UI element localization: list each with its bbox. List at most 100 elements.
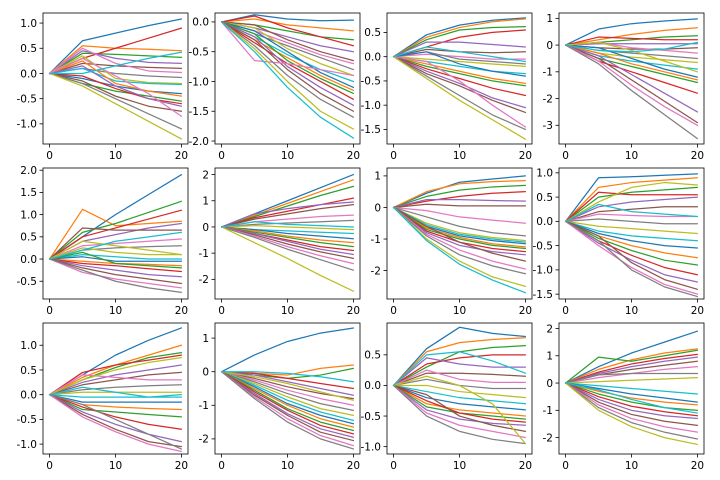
series-line-16 <box>48 258 183 285</box>
y-tick-label: 0.0 <box>364 51 381 63</box>
y-tick-label: 1 <box>374 171 381 183</box>
series-line-8 <box>392 206 527 237</box>
series-line-5 <box>564 196 699 222</box>
subplot-1: 0 10 20 1.0 0.5 0.0 -0.5 -1.0 <box>17 12 189 162</box>
series-line-19 <box>48 72 183 140</box>
x-tick-label: 0 <box>390 305 397 317</box>
series-line-12 <box>220 226 355 244</box>
y-tick-label: 0 <box>546 40 553 52</box>
y-tick-label: -0.5 <box>189 47 210 59</box>
series-line-10 <box>48 394 183 398</box>
series-line-9 <box>564 376 699 384</box>
series-line-16 <box>48 394 183 448</box>
series-line-20 <box>564 382 699 414</box>
series-line-12 <box>392 206 527 248</box>
series-group <box>392 175 527 294</box>
series-line-17 <box>220 371 355 447</box>
series-line-8 <box>564 218 699 225</box>
x-tick-label: 20 <box>175 150 188 162</box>
y-tick-label: 0.5 <box>536 192 553 204</box>
series-line-7 <box>392 369 527 387</box>
series-line-20 <box>392 351 527 387</box>
series-line-1 <box>392 17 527 58</box>
series-line-18 <box>220 371 355 450</box>
series-line-18 <box>392 206 527 275</box>
series-line-11 <box>48 256 183 262</box>
y-tick-label: -1.5 <box>189 106 210 118</box>
series-line-20 <box>564 203 699 222</box>
series-line-6 <box>48 371 183 396</box>
y-tick-label: -1.0 <box>17 119 38 131</box>
series-line-6 <box>48 227 183 260</box>
series-line-13 <box>220 21 355 95</box>
x-tick-label: 20 <box>347 150 360 162</box>
series-line-16 <box>220 371 355 442</box>
series-line-10 <box>48 67 183 86</box>
y-tick-label: -2.0 <box>189 136 210 148</box>
series-line-11 <box>392 51 527 77</box>
series-line-5 <box>220 371 355 396</box>
series-line-14 <box>48 394 183 430</box>
series-line-13 <box>48 251 183 269</box>
series-line-16 <box>48 72 183 112</box>
x-tick-label: 20 <box>347 460 360 472</box>
series-line-3 <box>220 185 355 228</box>
series-line-11 <box>48 394 183 403</box>
series-line-17 <box>48 258 183 289</box>
series-line-4 <box>48 209 183 260</box>
series-line-4 <box>220 197 355 228</box>
series-line-2 <box>564 348 699 384</box>
series-line-14 <box>48 72 183 105</box>
y-tick-label: -0.5 <box>17 93 38 105</box>
series-line-11 <box>564 44 699 78</box>
series-line-15 <box>220 21 355 106</box>
y-tick-label: -1 <box>543 67 553 79</box>
series-line-19 <box>564 181 699 222</box>
series-line-2 <box>220 179 355 228</box>
x-tick-label: 10 <box>109 305 122 317</box>
y-tick-label: -1 <box>543 405 553 417</box>
x-tick-label: 20 <box>519 460 532 472</box>
series-group <box>220 14 355 139</box>
series-line-18 <box>220 226 355 271</box>
series-line-16 <box>392 384 527 432</box>
series-line-13 <box>564 220 699 266</box>
series-line-9 <box>220 21 355 77</box>
y-tick-label: 0.5 <box>20 232 37 244</box>
series-line-15 <box>220 371 355 438</box>
y-tick-label: 2 <box>202 169 209 181</box>
series-line-9 <box>220 225 355 231</box>
subplot-3: 0 10 20 0.5 0.0 -0.5 -1.0 -1.5 <box>361 12 533 162</box>
x-tick-label: 20 <box>691 460 704 472</box>
x-tick-label: 10 <box>281 460 294 472</box>
series-line-14 <box>48 258 183 273</box>
y-tick-label: 1 <box>202 196 209 208</box>
series-line-7 <box>48 374 183 396</box>
series-group <box>564 18 699 140</box>
series-line-9 <box>392 56 527 67</box>
series-line-11 <box>220 21 355 89</box>
series-line-18 <box>220 21 355 118</box>
series-line-1 <box>48 18 183 75</box>
y-tick-label: 0.0 <box>20 389 37 401</box>
y-tick-label: -1.5 <box>533 289 554 301</box>
y-tick-label: 1.0 <box>20 340 37 352</box>
series-line-16 <box>564 382 699 426</box>
subplot-9: 0 10 20 1.0 0.5 0.0 -0.5 -1.0 <box>17 322 189 472</box>
series-line-3 <box>564 186 699 222</box>
series-line-15 <box>392 56 527 109</box>
series-line-20 <box>392 206 527 294</box>
y-tick-label: 0 <box>546 378 553 390</box>
series-line-20 <box>392 46 527 63</box>
series-line-2 <box>392 180 527 209</box>
series-line-19 <box>48 356 183 396</box>
y-tick-label: 0 <box>202 222 209 234</box>
series-line-15 <box>564 220 699 283</box>
series-group <box>392 326 527 445</box>
y-tick-label: -1 <box>199 248 209 260</box>
series-line-6 <box>392 203 527 209</box>
y-tick-label: -0.5 <box>361 76 382 88</box>
